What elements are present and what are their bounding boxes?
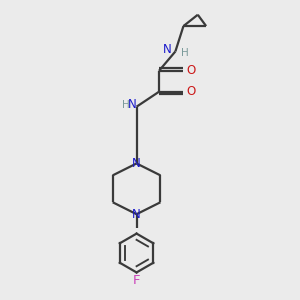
Text: O: O — [187, 64, 196, 77]
Text: N: N — [132, 157, 140, 170]
Text: N: N — [163, 43, 172, 56]
Text: H: H — [122, 100, 130, 110]
Text: O: O — [187, 85, 196, 98]
Text: H: H — [181, 48, 188, 58]
Text: N: N — [132, 208, 140, 221]
Text: F: F — [133, 274, 140, 287]
Text: N: N — [128, 98, 136, 111]
